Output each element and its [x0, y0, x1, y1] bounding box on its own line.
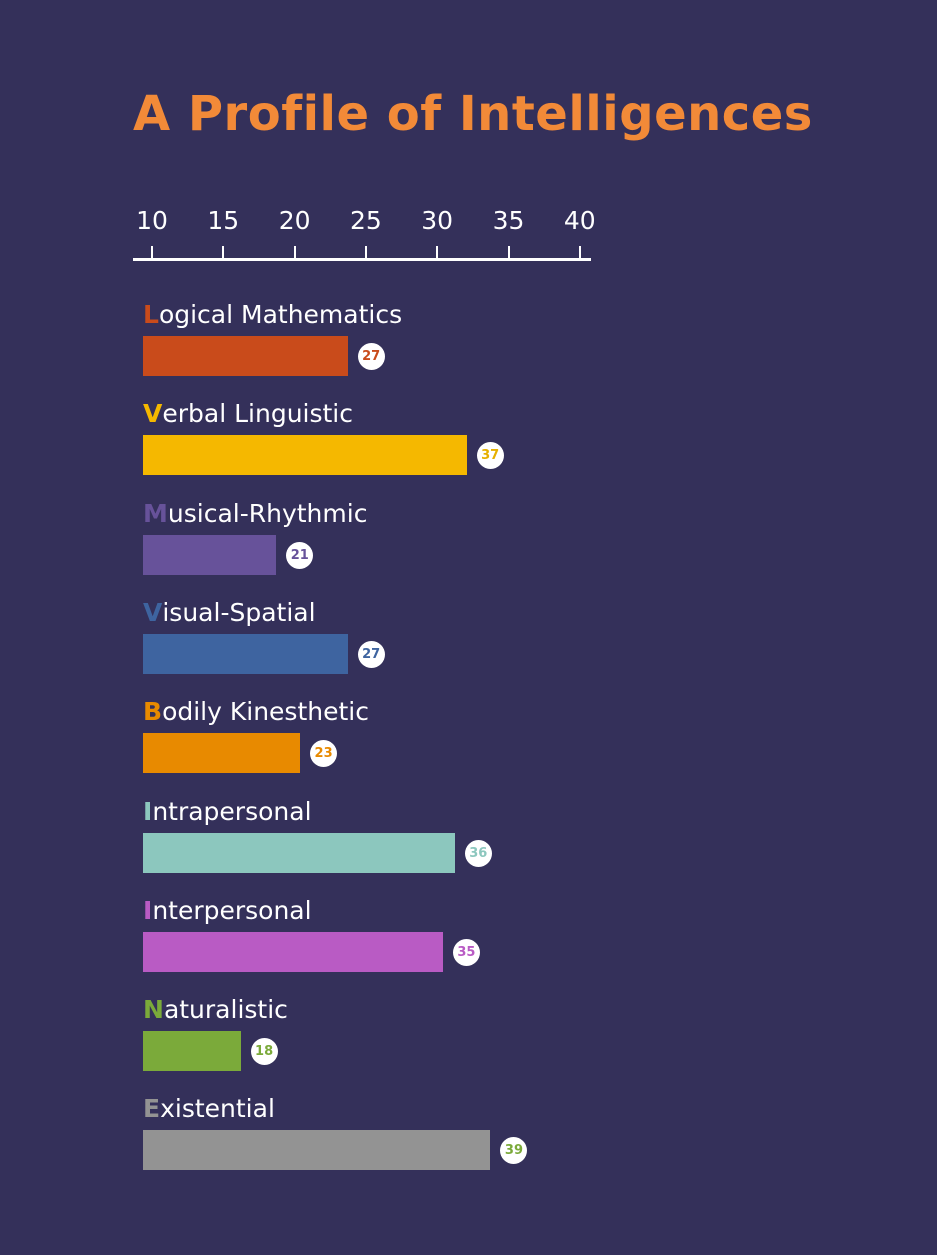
label-initial: E	[143, 1094, 161, 1124]
tick-label: 40	[563, 206, 596, 235]
bar-label: Logical Mathematics	[143, 300, 402, 329]
bar	[143, 832, 455, 873]
axis-line	[133, 258, 591, 261]
label-initial: B	[143, 697, 163, 727]
tick-label: 30	[421, 206, 454, 235]
label-initial: N	[143, 995, 164, 1025]
bar-label: Naturalistic	[143, 995, 288, 1024]
bar	[143, 633, 348, 674]
bar-label: Intrapersonal	[143, 797, 312, 826]
value-badge: 36	[464, 839, 492, 867]
bar-label: Interpersonal	[143, 896, 312, 925]
value-badge: 39	[500, 1137, 528, 1165]
bar-row: Musical-Rhythmic 21	[143, 499, 843, 589]
bar-row: Interpersonal 35	[143, 896, 843, 986]
bar	[143, 336, 348, 376]
label-text: ntrapersonal	[152, 796, 312, 826]
tick-label: 35	[492, 206, 525, 235]
bar-row: Intrapersonal 36	[143, 797, 843, 887]
bar	[143, 1130, 491, 1171]
label-initial: V	[143, 399, 163, 429]
bar-label: Bodily Kinesthetic	[143, 697, 369, 726]
label-initial: I	[143, 895, 153, 925]
tick-mark	[364, 246, 367, 259]
tick-label: 15	[207, 206, 240, 235]
tick-mark	[436, 246, 439, 259]
bar-label: Existential	[143, 1094, 275, 1123]
value-badge: 21	[286, 541, 314, 569]
bar	[143, 931, 443, 972]
bar-row: Logical Mathematics 27	[143, 300, 843, 390]
bar	[143, 435, 467, 476]
tick-mark	[151, 246, 153, 259]
bar	[143, 534, 277, 575]
tick-mark	[578, 246, 581, 259]
label-initial: M	[143, 498, 168, 528]
bar-row: Existential 39	[143, 1094, 843, 1184]
value-badge: 23	[310, 740, 338, 768]
label-text: isual-Spatial	[162, 597, 316, 627]
value-badge: 37	[476, 442, 504, 470]
value-badge: 18	[250, 1038, 278, 1066]
bar-row: Visual-Spatial 27	[143, 598, 843, 688]
bar	[143, 733, 301, 774]
tick-label: 20	[278, 206, 311, 235]
label-text: nterpersonal	[152, 895, 312, 925]
label-text: xistential	[160, 1094, 275, 1124]
label-text: aturalistic	[163, 995, 288, 1025]
tick-mark	[507, 246, 510, 259]
label-initial: V	[143, 597, 163, 627]
value-badge: 27	[357, 343, 385, 370]
tick-label: 25	[349, 206, 382, 235]
label-text: odily Kinesthetic	[162, 697, 369, 727]
bar-row: Naturalistic 18	[143, 995, 843, 1085]
label-initial: I	[143, 796, 153, 826]
bar-row: Bodily Kinesthetic 23	[143, 697, 843, 787]
bar-label: Verbal Linguistic	[143, 399, 353, 428]
bar-label: Visual-Spatial	[143, 598, 316, 627]
label-text: ogical Mathematics	[158, 300, 403, 329]
label-text: erbal Linguistic	[162, 399, 353, 429]
label-text: usical-Rhythmic	[167, 498, 368, 528]
value-badge: 27	[357, 640, 385, 668]
x-axis: 10 15 20 25 30 35 40	[133, 200, 596, 264]
chart-title: A Profile of Intelligences	[133, 86, 813, 142]
bar-row: Verbal Linguistic 37	[143, 399, 843, 489]
tick-mark	[293, 246, 296, 259]
tick-label: 10	[136, 206, 168, 235]
tick-mark	[222, 246, 225, 259]
label-initial: L	[143, 300, 159, 329]
value-badge: 35	[452, 938, 480, 966]
bar	[143, 1031, 241, 1072]
bar-label: Musical-Rhythmic	[143, 499, 367, 528]
